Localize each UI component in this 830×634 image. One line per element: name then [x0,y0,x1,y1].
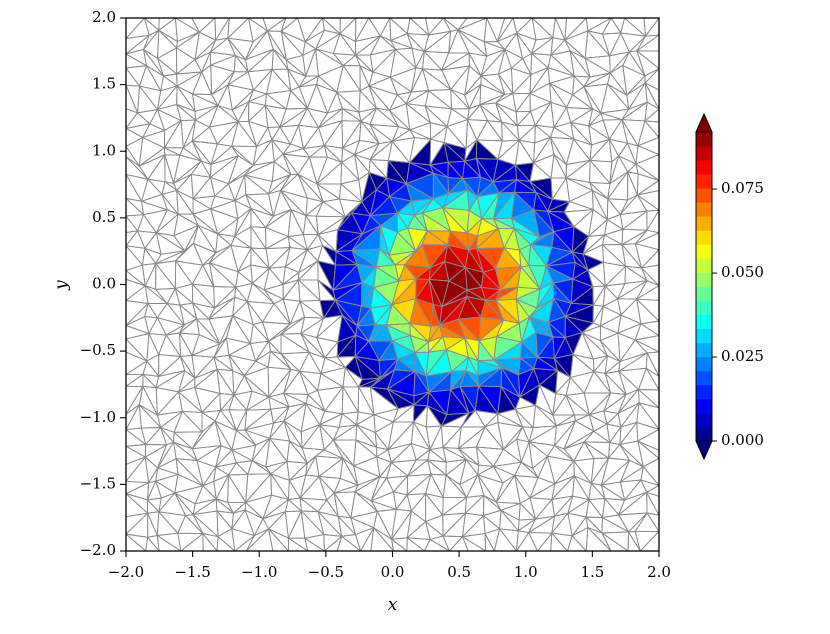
colorbar-band [696,146,712,161]
mesh-triangle [643,18,659,38]
x-axis-label: x [388,595,398,615]
y-tick-label: −1.5 [80,474,116,492]
colorbar-band [696,328,712,344]
colorbar-band [696,314,712,330]
mesh-triangle [214,18,230,42]
x-tick-label: −0.5 [308,563,344,581]
mesh-triangle [564,18,588,42]
y-tick-label: 0.0 [92,275,116,293]
colorbar-band [696,132,712,147]
mesh-triangle [262,18,287,32]
colorbar-band [696,272,712,287]
colorbar-band [696,342,712,358]
x-axis-ticks: −2.0 −1.5 −1.0 −0.5 0.0 0.5 1.0 1.5 2.0 [108,551,671,581]
mesh-triangle [512,18,533,34]
x-tick-label: −1.5 [174,563,210,581]
mesh-triangle [425,18,444,37]
x-tick-label: 0.0 [381,563,405,581]
colorbar-band [696,426,712,442]
mesh-triangle [280,18,299,33]
y-axis-label: y [52,280,72,291]
y-tick-label: 2.0 [92,8,116,26]
y-tick-label: −2.0 [80,541,116,559]
triangle-mesh [126,18,659,551]
colorbar-band [696,356,712,372]
y-tick-label: 1.0 [92,141,116,159]
colorbar-tick-label: 0.025 [721,347,764,365]
plot-area: −2.0 −1.5 −1.0 −0.5 0.0 0.5 1.0 1.5 2.0 −2.0 −1.5… [52,8,671,615]
mesh-triangle [496,18,514,42]
colorbar-band [696,384,712,400]
x-tick-label: 1.5 [580,563,604,581]
mesh-triangle [158,18,177,32]
mesh-triangle [297,18,324,43]
colorbar-band [696,160,712,175]
colorbar-tick-label: 0.075 [721,179,764,197]
x-tick-label: 2.0 [647,563,671,581]
colorbar-band [696,370,712,386]
y-tick-label: 1.5 [92,75,116,93]
colorbar-band [696,286,712,301]
y-tick-label: −0.5 [80,341,116,359]
colorbar-frame [695,131,713,442]
colorbar-extend-max [695,112,713,133]
mesh-triangle [339,18,357,35]
colorbar-band [696,412,712,428]
mesh-triangle [354,18,370,42]
x-tick-label: 0.5 [447,563,471,581]
mesh-triangle [456,18,487,31]
y-tick-label: 0.5 [92,208,116,226]
mesh-triangle [191,18,216,33]
colorbar-band [696,258,712,273]
colorbar-band [696,230,712,245]
mesh-triangle [227,18,250,40]
y-tick-label: −1.0 [80,408,116,426]
colorbar-tick-label: 0.050 [721,263,764,281]
colorbar-tick-label: 0.000 [721,431,764,449]
x-tick-label: 1.0 [514,563,538,581]
colorbar-band [696,398,712,414]
colorbar-band [696,244,712,259]
colorbar-extend-min [695,440,713,461]
colorbar-band [696,174,712,189]
mesh-triangle [368,18,391,37]
colorbar: 0.000 0.025 0.050 0.075 [695,112,764,461]
colorbar-band [696,216,712,231]
y-axis-ticks: −2.0 −1.5 −1.0 −0.5 0.0 0.5 1.0 1.5 2.0 [80,8,126,559]
colorbar-band [696,202,712,217]
colorbar-band [696,188,712,203]
mesh-triangle [585,18,612,32]
mesh-triangle [126,18,146,40]
x-tick-label: −2.0 [108,563,144,581]
colorbar-band [696,300,712,315]
x-tick-label: −1.0 [241,563,277,581]
